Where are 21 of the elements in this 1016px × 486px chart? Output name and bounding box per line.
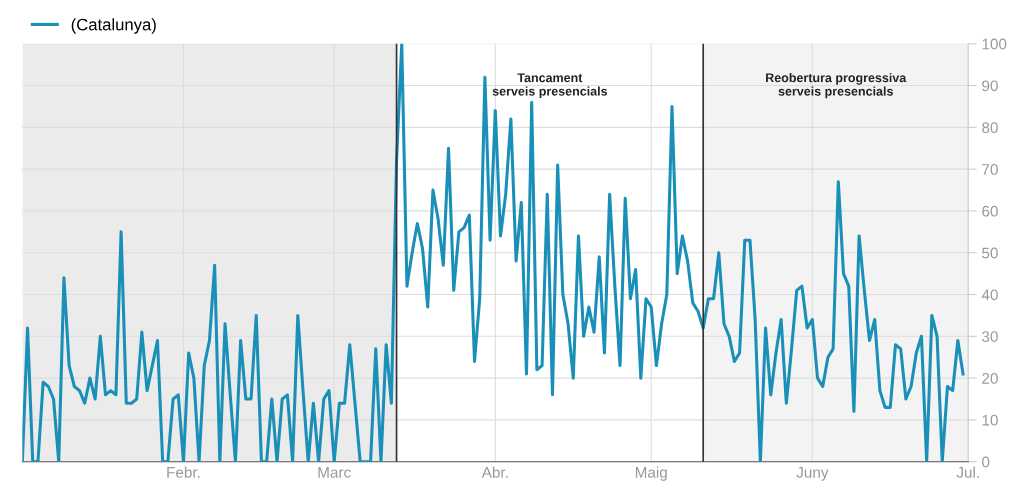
x-tick-label: Juny <box>796 467 829 481</box>
y-tick-label: 100 <box>982 38 1007 50</box>
y-tick-label: 20 <box>982 372 998 384</box>
x-tick-label: Febr. <box>167 466 200 478</box>
x-tick-label: Maig <box>635 466 667 481</box>
y-tick-label: 30 <box>982 331 998 342</box>
legend-label: (Catalunya) <box>71 18 156 34</box>
x-tick-label: Abr. <box>481 466 508 478</box>
annotation: Tancament serveis presencials <box>492 73 608 99</box>
x-tick-label: Jul. <box>956 466 979 478</box>
y-tick-label: 50 <box>982 247 998 259</box>
y-tick-label: 70 <box>982 164 998 175</box>
y-tick-label: 40 <box>981 289 998 301</box>
y-tick-label: 0 <box>982 456 990 468</box>
y-tick-label: 80 <box>982 122 998 134</box>
y-tick-label: 90 <box>982 80 998 92</box>
y-tick-label: 60 <box>982 205 998 217</box>
x-tick-label: Marc <box>318 467 351 478</box>
band-label: Reobertura progressiva serveis presencials <box>766 73 907 99</box>
line-series <box>22 43 965 462</box>
y-tick-label: 10 <box>982 414 998 426</box>
